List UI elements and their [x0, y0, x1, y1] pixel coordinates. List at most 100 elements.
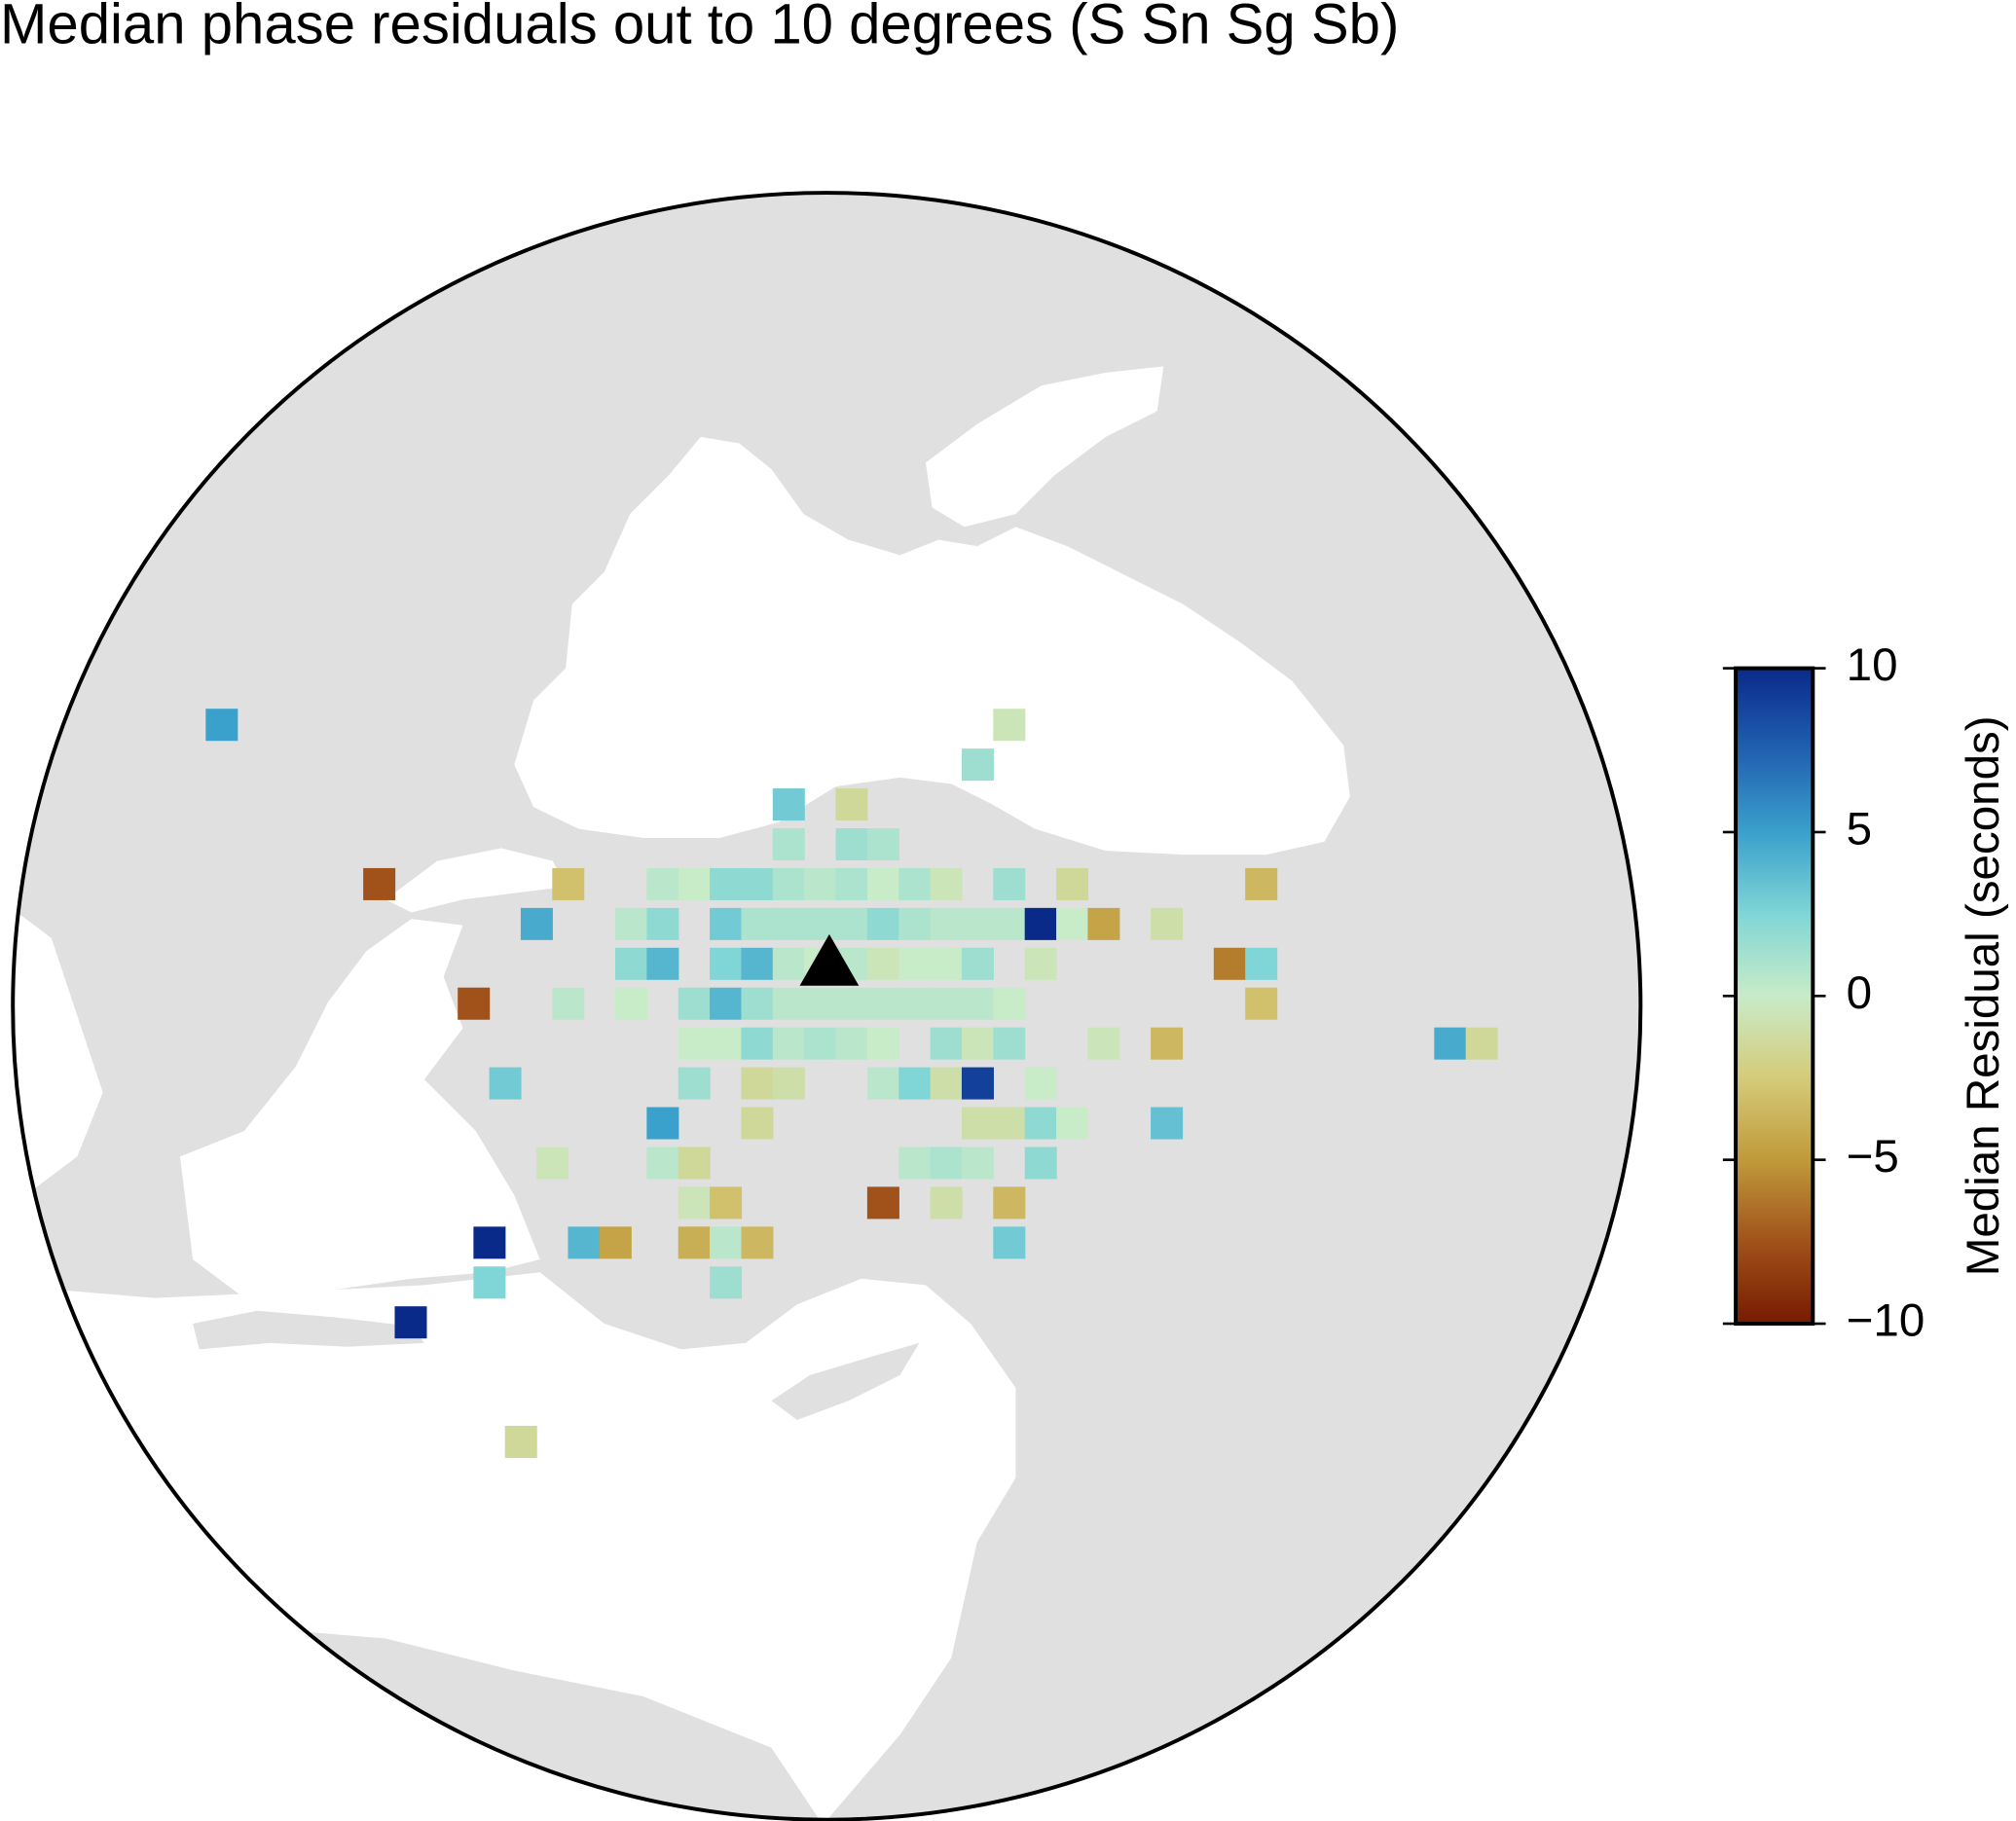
residual-cell: [504, 1425, 537, 1458]
residual-cell: [473, 1266, 506, 1299]
residual-cell: [678, 1147, 711, 1180]
residual-cell: [993, 1186, 1026, 1220]
residual-cell: [772, 947, 805, 980]
residual-cell: [772, 987, 805, 1020]
residual-cell: [1245, 987, 1278, 1020]
residual-cell: [678, 867, 711, 900]
residual-cell: [741, 987, 774, 1020]
residual-cell: [741, 1226, 774, 1259]
residual-cell: [1151, 907, 1184, 940]
residual-cell: [646, 867, 679, 900]
residual-cell: [930, 947, 963, 980]
residual-cell: [1056, 867, 1089, 900]
residual-cell: [866, 827, 899, 861]
residual-cell: [961, 947, 994, 980]
residual-cell: [1151, 1107, 1184, 1140]
aegean-sea: [179, 919, 540, 1298]
residual-cell: [363, 867, 396, 900]
residual-cell: [772, 1027, 805, 1060]
colorbar-tick-label: −5: [1847, 1131, 1899, 1183]
residual-cell: [710, 867, 743, 900]
residual-cell: [741, 1067, 774, 1100]
colorbar-tick-label: −10: [1847, 1295, 1925, 1347]
residual-cell: [552, 987, 585, 1020]
residual-cell: [520, 907, 553, 940]
residual-cell: [1245, 867, 1278, 900]
residual-cell: [961, 1027, 994, 1060]
residual-cell: [1024, 947, 1057, 980]
residual-cell: [1245, 947, 1278, 980]
residual-cell: [1213, 947, 1246, 980]
residual-cell: [710, 947, 743, 980]
residual-cell: [835, 907, 868, 940]
residual-cell: [1024, 1067, 1057, 1100]
residual-cell: [741, 1027, 774, 1060]
residual-cell: [961, 1107, 994, 1140]
residual-cell: [678, 1027, 711, 1060]
map-border: [11, 191, 1643, 1821]
residual-cell: [835, 788, 868, 821]
residual-cell: [646, 907, 679, 940]
residual-cell: [678, 987, 711, 1020]
residual-cell: [772, 907, 805, 940]
azov-sea: [925, 366, 1164, 528]
residual-cell: [205, 709, 238, 742]
residual-cell: [710, 1226, 743, 1259]
colorbar-label: Median Residual (seconds): [1958, 715, 2009, 1276]
residual-cell: [961, 987, 994, 1020]
residual-cell: [961, 907, 994, 940]
residual-cell: [804, 1027, 837, 1060]
colorbar-tick-label: 0: [1847, 967, 1872, 1019]
residual-cell: [473, 1226, 506, 1259]
residual-cell: [772, 827, 805, 861]
residual-cell: [1024, 1147, 1057, 1180]
residual-cell: [646, 947, 679, 980]
colorbar-tick-label: 10: [1847, 639, 1898, 691]
residual-cell: [930, 867, 963, 900]
black-sea: [514, 436, 1350, 856]
residual-cell: [1087, 907, 1120, 940]
cells: [205, 709, 1498, 1458]
residual-cell: [1434, 1027, 1467, 1060]
residual-cell: [614, 907, 648, 940]
residual-cell: [866, 907, 899, 940]
residual-cell: [866, 987, 899, 1020]
residual-cell: [741, 907, 774, 940]
residual-cell: [898, 947, 932, 980]
colorbar: [1722, 666, 1826, 1326]
residual-cell: [394, 1306, 427, 1339]
residual-cell: [993, 987, 1026, 1020]
residual-cell: [552, 867, 585, 900]
residual-cell: [993, 1027, 1026, 1060]
residual-cell: [646, 1107, 679, 1140]
residual-cell: [930, 1147, 963, 1180]
residual-cell: [710, 1266, 743, 1299]
residual-cell: [898, 907, 932, 940]
residual-cell: [614, 987, 648, 1020]
residual-cell: [898, 1147, 932, 1180]
residual-cell: [678, 1226, 711, 1259]
residual-cell: [599, 1226, 632, 1259]
residual-cell: [804, 867, 837, 900]
residual-cell: [835, 1027, 868, 1060]
residual-cell: [710, 987, 743, 1020]
residual-cell: [1024, 1107, 1057, 1140]
residual-cell: [835, 867, 868, 900]
residual-cell: [961, 748, 994, 782]
residual-cell: [1087, 1027, 1120, 1060]
residual-cell: [1056, 1107, 1089, 1140]
residual-cell: [741, 947, 774, 980]
adriatic-sea: [13, 899, 103, 1195]
residual-cell: [993, 1107, 1026, 1140]
residual-cell: [489, 1067, 522, 1100]
residual-cell: [930, 1067, 963, 1100]
residual-cell: [804, 907, 837, 940]
residual-cell: [930, 987, 963, 1020]
residual-cell: [930, 907, 963, 940]
residual-cell: [866, 1186, 899, 1220]
residual-cell: [866, 1027, 899, 1060]
residual-cell: [1024, 907, 1057, 940]
residual-cell: [1465, 1027, 1498, 1060]
residual-cell: [1056, 907, 1089, 940]
residual-cell: [993, 1226, 1026, 1259]
